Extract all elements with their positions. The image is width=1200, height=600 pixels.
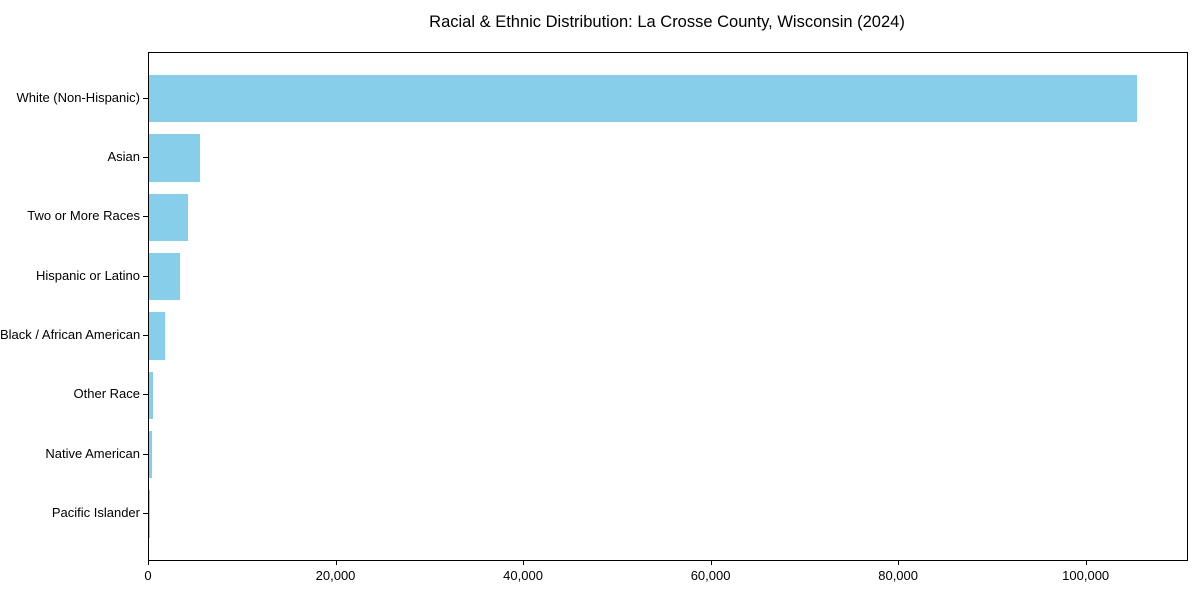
x-tick-mark xyxy=(523,560,525,565)
y-tick-mark xyxy=(143,157,148,159)
y-tick-mark xyxy=(143,275,148,277)
bar-3 xyxy=(149,252,180,301)
y-tick-mark xyxy=(143,97,148,99)
bar-2 xyxy=(149,193,189,242)
y-tick-label: Other Race xyxy=(73,386,140,402)
x-tick-label: 20,000 xyxy=(315,568,356,583)
x-tick-label: 40,000 xyxy=(503,568,543,583)
bar-4 xyxy=(149,312,166,360)
x-tick-label: 100,000 xyxy=(1062,568,1110,583)
x-tick-label: 80,000 xyxy=(878,568,918,583)
y-tick-label: Hispanic or Latino xyxy=(35,267,140,283)
x-tick-mark xyxy=(1085,560,1087,565)
x-tick-mark xyxy=(898,560,900,565)
x-tick-label: 60,000 xyxy=(690,568,731,583)
y-tick-mark xyxy=(143,513,148,514)
x-tick-label: 0 xyxy=(144,568,152,583)
y-tick-mark xyxy=(143,335,148,337)
bar-1 xyxy=(149,134,200,182)
x-tick-mark xyxy=(710,560,712,565)
y-tick-mark xyxy=(143,394,148,396)
y-tick-label: Asian xyxy=(107,149,140,165)
plot-area xyxy=(148,52,1188,561)
y-tick-mark xyxy=(143,216,148,218)
y-tick-label: Pacific Islander xyxy=(51,505,140,520)
x-tick-mark xyxy=(335,560,337,565)
x-tick-mark xyxy=(148,560,149,565)
y-tick-label: Two or More Races xyxy=(27,208,140,224)
y-tick-label: White (Non-Hispanic) xyxy=(16,89,140,105)
bar-6 xyxy=(149,430,152,479)
y-tick-label: Native American xyxy=(45,445,140,461)
bar-5 xyxy=(149,371,153,420)
y-tick-label: Black / African American xyxy=(0,327,141,343)
bar-0 xyxy=(149,74,1138,123)
y-tick-mark xyxy=(143,453,148,455)
chart-title: Racial & Ethnic Distribution: La Crosse … xyxy=(429,13,905,31)
